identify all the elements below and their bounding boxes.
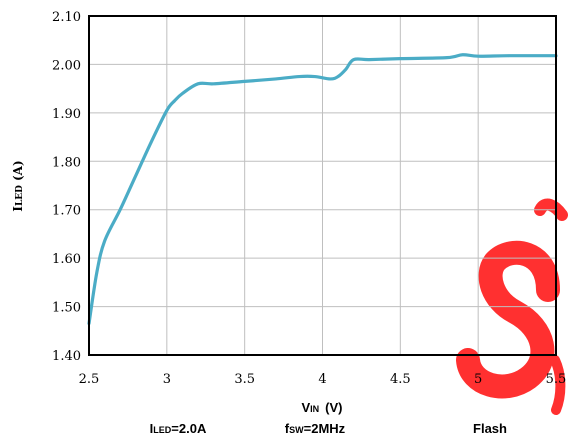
x-axis-label-unit: (V): [325, 400, 342, 415]
x-tick-label: 4: [318, 372, 326, 387]
x-tick-label: 5.5: [546, 372, 567, 387]
y-tick-label: 1.70: [52, 204, 81, 219]
y-tick-label: 1.80: [52, 155, 81, 170]
x-tick-label: 5: [474, 372, 482, 387]
condition-mode: Flash: [473, 421, 507, 436]
y-tick-label: 1.50: [52, 301, 81, 316]
x-tick-label: 3.5: [234, 372, 255, 387]
y-axis-label: ILED (A): [11, 160, 25, 211]
y-tick-label: 1.40: [52, 349, 81, 364]
y-tick-label: 1.90: [52, 107, 81, 122]
data-series: [87, 53, 558, 326]
x-tick-label: 2.5: [79, 372, 100, 387]
condition-fsw: fSW=2MHz: [285, 421, 346, 436]
y-axis-label-unit: (A): [11, 160, 25, 181]
x-tick-label: 4.5: [390, 372, 411, 387]
x-tick-labels: 2.5 3 3.5 4 4.5 5 5.5: [79, 372, 567, 387]
condition-iled-main: I: [150, 421, 154, 436]
condition-iled: ILED=2.0A: [150, 421, 207, 436]
plot-frame: [88, 15, 557, 356]
x-axis-label: VIN (V): [301, 400, 342, 415]
plot-grid: [88, 15, 557, 356]
condition-fsw-main: f: [285, 421, 290, 436]
condition-iled-value: =2.0A: [171, 421, 207, 436]
y-tick-label: 2.10: [52, 10, 81, 25]
x-axis-label-main: V: [301, 400, 310, 415]
x-tick-label: 3: [163, 372, 171, 387]
watermark-logo: [456, 198, 568, 415]
condition-iled-sub: LED: [153, 425, 172, 435]
condition-fsw-sub: SW: [289, 425, 304, 435]
y-axis-label-sub: LED: [15, 185, 25, 206]
condition-fsw-value: =2MHz: [304, 421, 346, 436]
y-tick-labels: 1.40 1.50 1.60 1.70 1.80 1.90 2.00 2.10: [52, 10, 81, 364]
y-tick-label: 1.60: [52, 252, 81, 267]
y-tick-label: 2.00: [52, 58, 81, 73]
x-axis-label-sub: IN: [310, 404, 319, 414]
series-line: [87, 53, 558, 326]
y-axis-label-main: I: [11, 206, 25, 212]
